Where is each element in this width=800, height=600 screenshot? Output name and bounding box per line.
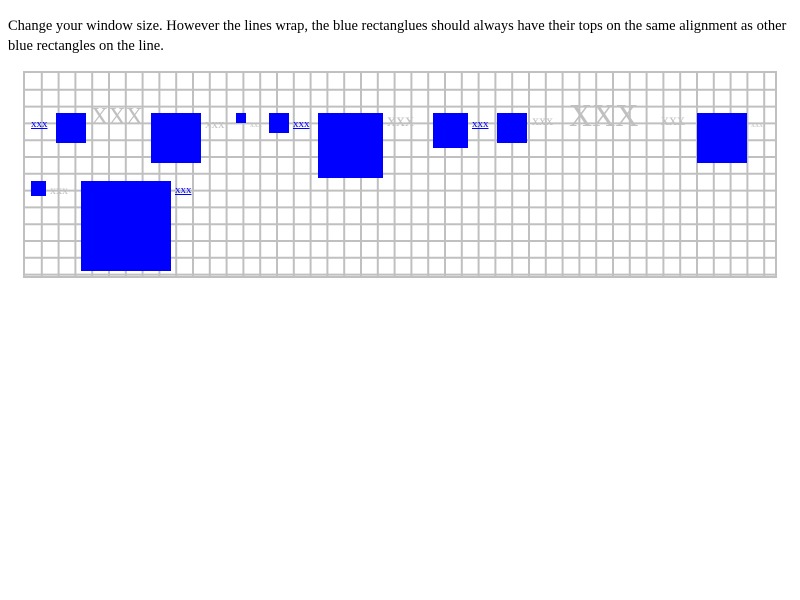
text-xxx-8: xxx — [532, 114, 553, 129]
blue-rectangle-3 — [236, 113, 246, 123]
background-grid — [25, 73, 775, 276]
intro-text: Change your window size. However the lin… — [8, 18, 787, 54]
text-xxx-3: xxx — [205, 116, 225, 131]
text-xxx-11: xxx — [751, 120, 763, 129]
text-xxx-10: xxx — [661, 112, 685, 129]
text-xxx-1: xxx — [31, 118, 48, 130]
blue-rectangle-2 — [151, 113, 201, 163]
text-xxx-9: XXX — [569, 97, 639, 133]
blue-rectangle-7 — [497, 113, 527, 143]
text-xxx-2: XXX — [91, 104, 143, 130]
blue-rectangle-9 — [31, 181, 46, 196]
blue-rectangle-1 — [56, 113, 86, 143]
text-xxx-12: xxx — [50, 183, 68, 197]
text-xxx-6: xxx — [387, 110, 414, 130]
blue-rectangle-4 — [269, 113, 289, 133]
blue-rectangle-8 — [697, 113, 747, 163]
text-xxx-5: xxx — [293, 118, 310, 130]
blue-rectangle-10 — [81, 181, 171, 271]
text-xxx-4: xxx — [250, 120, 262, 129]
blue-rectangle-6 — [433, 113, 468, 148]
text-xxx-13: xxx — [175, 184, 192, 196]
blue-rectangle-5 — [318, 113, 383, 178]
test-grid-container: xxx XXX xxx xxx xxx xxx xxx xxx XXX xxx … — [23, 71, 777, 278]
text-xxx-7: xxx — [472, 118, 489, 130]
